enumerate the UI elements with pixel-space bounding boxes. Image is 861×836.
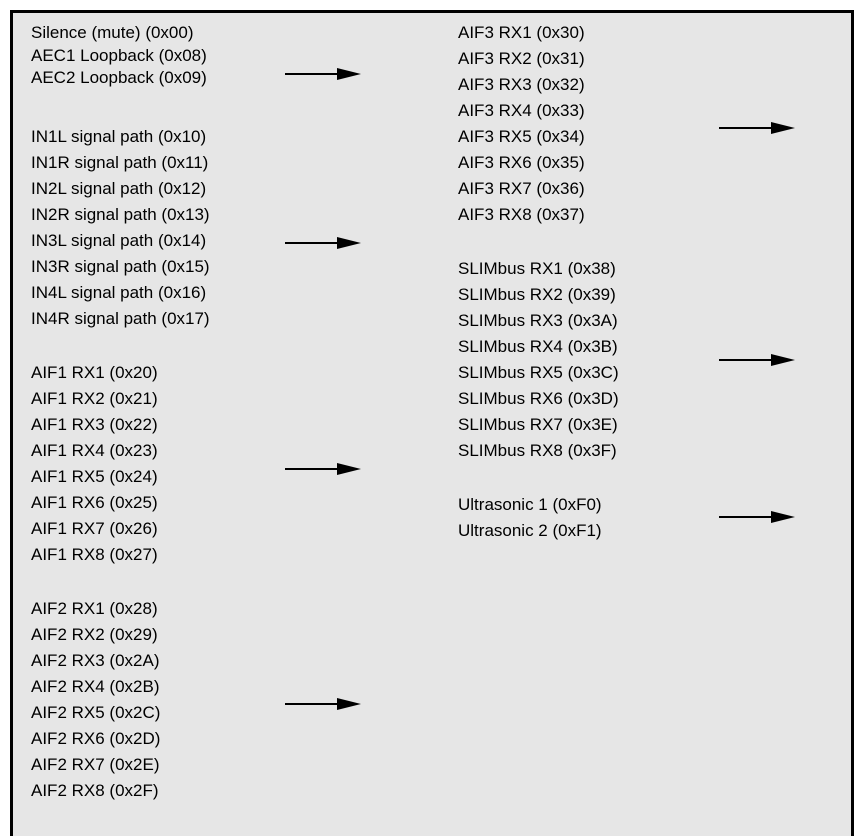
right-arrow-icon — [285, 237, 361, 249]
source-item: AIF2 RX8 (0x2F) — [31, 781, 159, 800]
source-item: IN3L signal path (0x14) — [31, 231, 207, 250]
source-item: AEC1 Loopback (0x08) — [31, 45, 207, 65]
right-arrow-icon — [285, 68, 361, 80]
source-item: AIF3 RX2 (0x31) — [458, 49, 585, 68]
source-item: SLIMbus RX2 (0x39) — [458, 285, 616, 304]
source-item: AEC2 Loopback (0x09) — [31, 68, 207, 87]
source-item: AIF1 RX7 (0x26) — [31, 519, 158, 538]
source-item: SLIMbus RX4 (0x3B) — [458, 337, 618, 356]
source-item: IN3R signal path (0x15) — [31, 257, 210, 276]
source-item: AIF3 RX3 (0x32) — [458, 75, 585, 94]
source-item: Ultrasonic 1 (0xF0) — [458, 495, 602, 514]
source-list-panel: Silence (mute) (0x00) AEC1 Loopback (0x08… — [10, 10, 854, 836]
source-item: SLIMbus RX5 (0x3C) — [458, 363, 619, 382]
source-item: AIF3 RX6 (0x35) — [458, 153, 585, 172]
source-item: AIF2 RX6 (0x2D) — [31, 729, 161, 748]
source-item: IN4R signal path (0x17) — [31, 309, 210, 328]
source-item: AIF1 RX4 (0x23) — [31, 441, 158, 460]
source-item: AIF2 RX5 (0x2C) — [31, 703, 161, 722]
source-item: AIF1 RX8 (0x27) — [31, 545, 158, 564]
right-arrow-icon — [719, 122, 795, 134]
source-item: IN1R signal path (0x11) — [31, 153, 209, 172]
source-item: IN1L signal path (0x10) — [31, 127, 207, 146]
source-item: Ultrasonic 2 (0xF1) — [458, 521, 602, 540]
source-item: Silence (mute) (0x00) — [31, 23, 194, 42]
source-item: IN2R signal path (0x13) — [31, 205, 210, 224]
source-item: AIF2 RX4 (0x2B) — [31, 677, 160, 696]
source-item: SLIMbus RX1 (0x38) — [458, 259, 616, 278]
right-arrow-icon — [285, 463, 361, 475]
right-arrow-icon — [719, 511, 795, 523]
source-item: AIF2 RX7 (0x2E) — [31, 755, 160, 774]
source-item: AIF3 RX4 (0x33) — [458, 101, 585, 120]
source-item: AIF3 RX7 (0x36) — [458, 179, 585, 198]
right-arrow-icon — [719, 354, 795, 366]
source-item: AIF2 RX2 (0x29) — [31, 625, 158, 644]
source-item: AIF1 RX1 (0x20) — [31, 363, 158, 382]
source-item: SLIMbus RX7 (0x3E) — [458, 415, 618, 434]
source-item: AIF3 RX5 (0x34) — [458, 127, 585, 146]
source-item: AIF1 RX2 (0x21) — [31, 389, 158, 408]
source-item: SLIMbus RX6 (0x3D) — [458, 389, 619, 408]
source-item: AIF2 RX3 (0x2A) — [31, 651, 160, 670]
source-item: AIF3 RX1 (0x30) — [458, 23, 585, 42]
source-item: SLIMbus RX8 (0x3F) — [458, 441, 617, 460]
source-item: IN4L signal path (0x16) — [31, 283, 207, 302]
source-item: AIF1 RX3 (0x22) — [31, 415, 158, 434]
source-item: AIF2 RX1 (0x28) — [31, 599, 158, 618]
right-arrow-icon — [285, 698, 361, 710]
source-item: AIF1 RX6 (0x25) — [31, 493, 158, 512]
source-item: AIF1 RX5 (0x24) — [31, 467, 158, 486]
source-item: AIF3 RX8 (0x37) — [458, 205, 585, 224]
source-item: SLIMbus RX3 (0x3A) — [458, 311, 618, 330]
source-item: IN2L signal path (0x12) — [31, 179, 207, 198]
